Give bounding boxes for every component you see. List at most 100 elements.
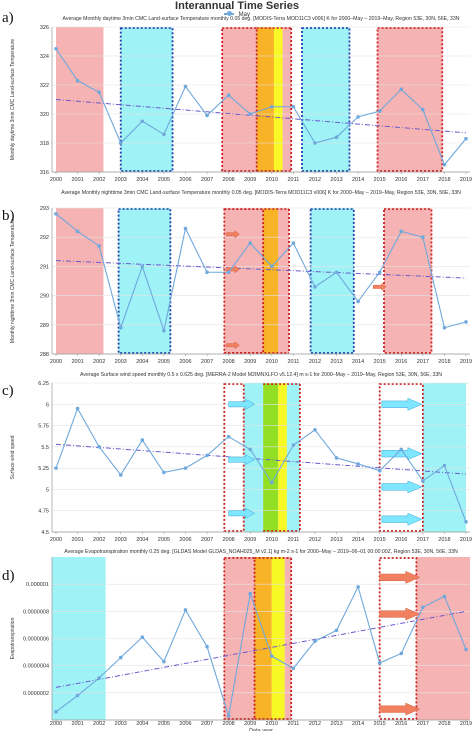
y-tick-label: 289 — [40, 323, 49, 329]
arrow-icon — [379, 570, 421, 584]
data-point — [205, 113, 209, 118]
x-tick-label: 2008 — [223, 359, 235, 365]
x-tick-label: 2000 — [50, 177, 62, 183]
data-point — [291, 666, 296, 671]
arrow-icon — [228, 507, 256, 519]
data-point — [162, 328, 166, 333]
x-tick-label: 2003 — [115, 177, 127, 183]
x-tick-label: 2006 — [179, 359, 191, 365]
x-tick-label: 2002 — [93, 721, 105, 727]
x-tick-label: 2005 — [158, 359, 170, 365]
panel-letter: c) — [2, 383, 14, 399]
data-point — [269, 480, 274, 485]
data-point — [313, 639, 317, 644]
x-tick-label: 2015 — [374, 537, 386, 543]
x-tick-label: 2013 — [330, 177, 342, 183]
y-axis-label: Surface wind speed — [10, 435, 16, 479]
data-point — [205, 644, 209, 649]
y-axis-label: Evapotranspiration — [10, 617, 16, 659]
arrow-icon — [226, 341, 240, 350]
data-point — [118, 141, 123, 145]
page-title: Interannual Time Series — [175, 0, 299, 12]
x-tick-label: 2008 — [223, 177, 235, 183]
x-tick-label: 2010 — [266, 359, 278, 365]
data-point — [464, 647, 468, 652]
data-point — [183, 608, 188, 612]
data-point — [269, 264, 274, 269]
series-line — [55, 407, 467, 522]
data-point — [140, 264, 145, 269]
y-axis-label: Monthly nighttime 3min CMC Land-surface … — [10, 219, 16, 343]
data-point — [421, 107, 425, 112]
y-tick-label: 324 — [40, 54, 49, 60]
panel-title: Average Evapotranspiration monthly 0.25 … — [64, 549, 458, 555]
shaded-period — [263, 383, 279, 532]
period-outline — [117, 208, 172, 354]
x-tick-label: 2014 — [352, 721, 364, 727]
x-tick-label: 2015 — [374, 721, 386, 727]
x-tick-label: 2018 — [438, 359, 450, 365]
x-tick-label: 2012 — [309, 359, 321, 365]
series-line — [55, 585, 467, 717]
x-tick-label: 2016 — [395, 359, 407, 365]
x-tick-label: 2009 — [244, 359, 256, 365]
data-point — [334, 628, 339, 633]
x-tick-label: 2019 — [460, 537, 472, 543]
data-point — [356, 585, 360, 589]
x-tick-label: 2017 — [417, 359, 429, 365]
x-tick-label: 2003 — [115, 537, 127, 543]
data-point — [313, 141, 317, 145]
y-tick-label: 5.25 — [38, 466, 49, 472]
period-outline — [221, 27, 258, 172]
data-point — [356, 115, 360, 119]
data-point — [421, 605, 425, 610]
x-tick-label: 2005 — [158, 721, 170, 727]
data-point — [442, 162, 447, 167]
data-point — [356, 462, 360, 466]
x-axis-label: Data year — [249, 728, 273, 731]
data-point — [442, 325, 447, 330]
data-point — [54, 466, 58, 470]
data-point — [399, 229, 404, 234]
arrow-icon — [381, 397, 423, 411]
panel-title: Average Monthly nighttime 3min CMC Land-… — [61, 190, 461, 196]
shaded-period — [302, 27, 350, 172]
data-point — [248, 447, 253, 452]
arrow-icon — [228, 398, 256, 410]
y-tick-label: 4.5 — [41, 530, 49, 536]
data-point — [313, 428, 317, 432]
data-point — [75, 229, 80, 234]
x-tick-label: 2014 — [352, 359, 364, 365]
x-tick-label: 2007 — [201, 721, 213, 727]
x-tick-label: 2004 — [136, 359, 148, 365]
legend[interactable]: May — [0, 11, 474, 18]
series-line — [55, 213, 467, 333]
x-tick-label: 2000 — [50, 721, 62, 727]
x-tick-label: 2001 — [71, 359, 83, 365]
data-point — [118, 655, 123, 660]
x-tick-label: 2018 — [438, 721, 450, 727]
shaded-period — [282, 27, 292, 172]
data-point — [140, 438, 145, 442]
x-tick-label: 2004 — [136, 537, 148, 543]
data-point — [75, 693, 80, 698]
arrow-icon — [379, 702, 421, 716]
x-tick-label: 2012 — [309, 721, 321, 727]
data-point — [399, 447, 404, 452]
data-point — [377, 468, 382, 473]
data-point — [269, 654, 274, 658]
x-tick-label: 2010 — [266, 177, 278, 183]
x-tick-label: 2001 — [71, 537, 83, 543]
arrow-icon — [226, 230, 240, 239]
y-tick-label: 5.5 — [41, 445, 49, 451]
trend-line — [55, 99, 467, 134]
data-point — [118, 325, 123, 330]
data-point — [75, 406, 80, 411]
panel-letter: b) — [2, 208, 15, 224]
data-point — [140, 635, 145, 639]
panel-title: Average Surface wind speed monthly 0.5 x… — [80, 372, 442, 378]
x-tick-label: 2002 — [93, 359, 105, 365]
x-tick-label: 2011 — [287, 359, 299, 365]
y-tick-label: 0.0000008 — [23, 609, 49, 615]
x-tick-label: 2006 — [179, 177, 191, 183]
